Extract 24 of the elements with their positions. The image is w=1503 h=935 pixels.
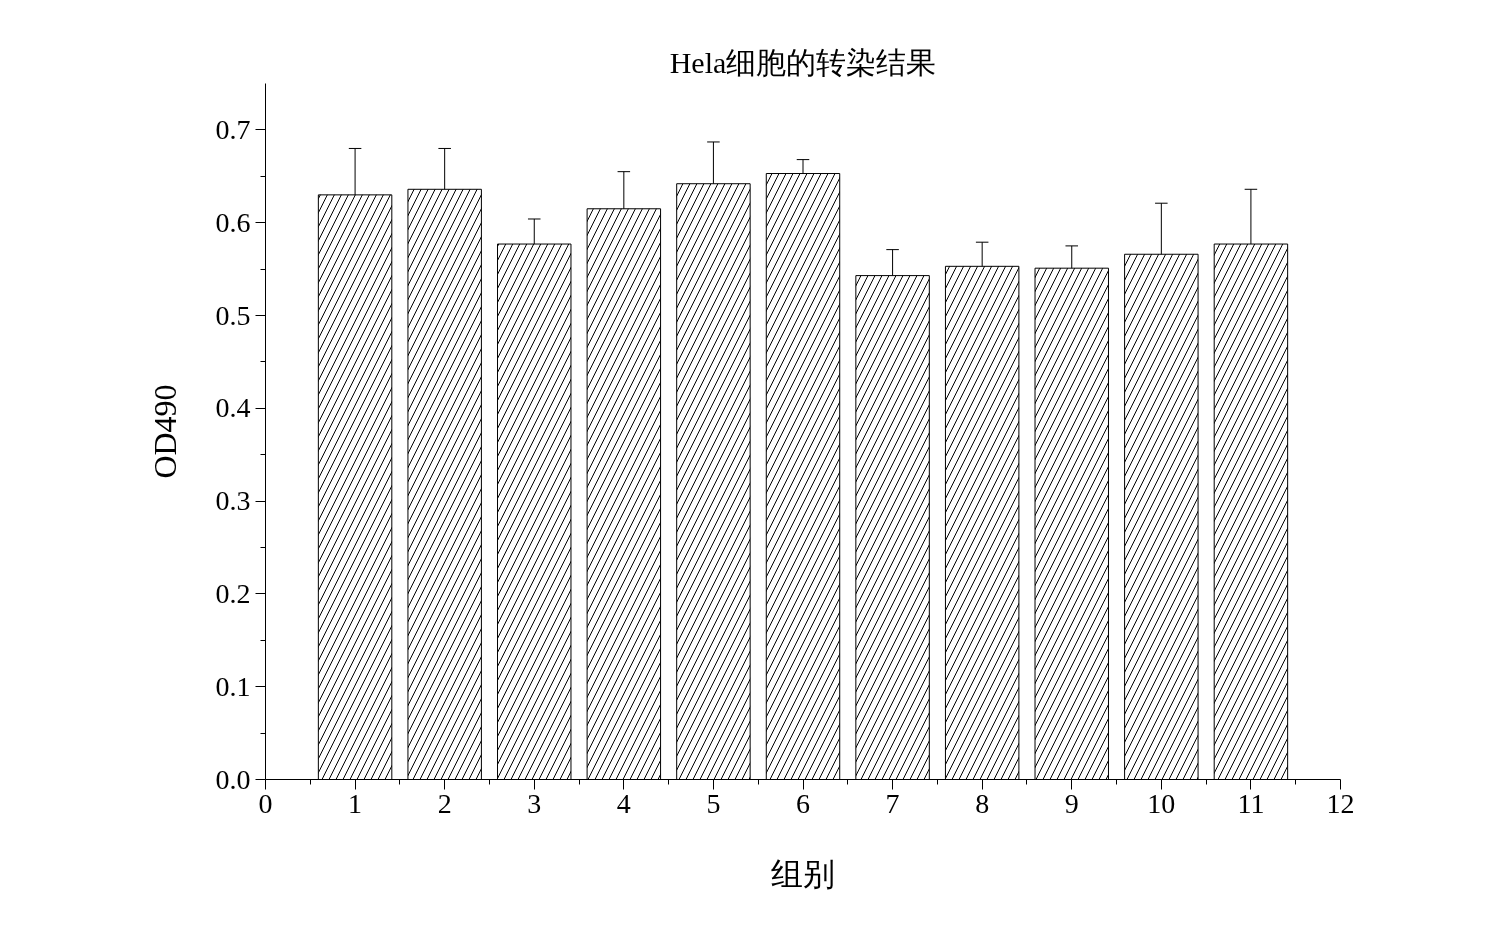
- chart-title: Hela细胞的转染结果: [669, 45, 937, 79]
- x-tick-label: 5: [706, 787, 721, 819]
- x-tick-label: 11: [1237, 787, 1265, 819]
- y-tick-label: 0.0: [215, 763, 251, 795]
- x-tick-label: 4: [616, 787, 631, 819]
- x-tick-label: 9: [1064, 787, 1079, 819]
- x-tick-label: 3: [527, 787, 542, 819]
- x-tick-label: 10: [1147, 787, 1176, 819]
- x-tick-label: 7: [885, 787, 900, 819]
- x-tick-label: 1: [348, 787, 363, 819]
- y-axis-title: OD490: [146, 384, 183, 479]
- y-tick-label: 0.3: [215, 485, 251, 517]
- y-tick-label: 0.1: [215, 670, 251, 702]
- x-axis-title: 组别: [771, 855, 835, 892]
- x-tick-label: 6: [796, 787, 810, 819]
- x-tick-label: 0: [258, 787, 273, 819]
- x-tick-label: 8: [975, 787, 990, 819]
- y-tick-label: 0.7: [215, 113, 251, 145]
- x-tick-label: 2: [437, 787, 452, 819]
- y-tick-label: 0.5: [215, 299, 251, 331]
- y-tick-label: 0.4: [215, 392, 251, 424]
- y-tick-label: 0.2: [215, 577, 251, 609]
- x-tick-label: 12: [1326, 787, 1355, 819]
- y-tick-label: 0.6: [215, 206, 251, 238]
